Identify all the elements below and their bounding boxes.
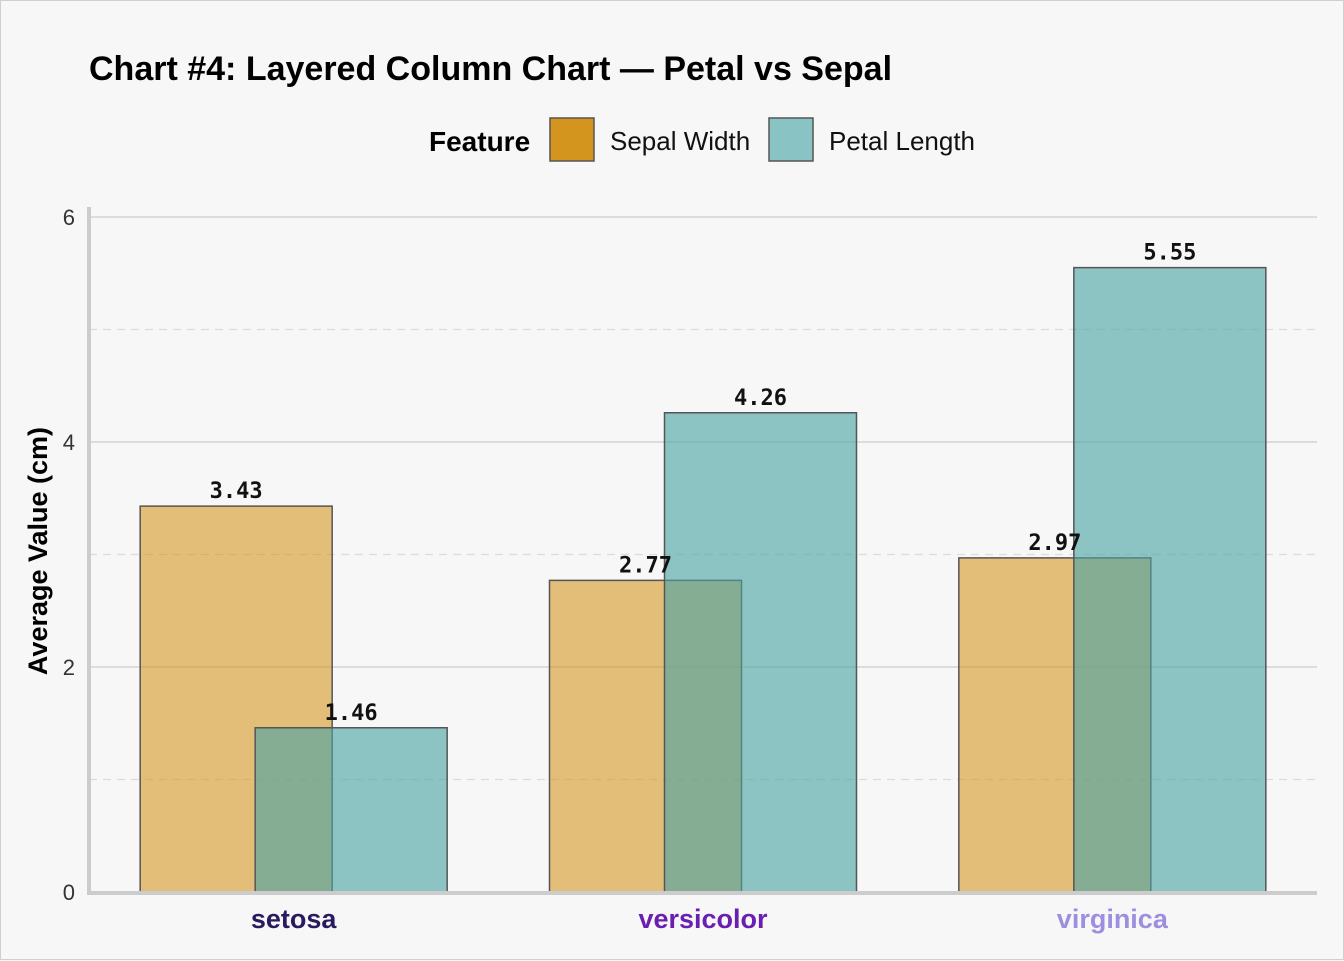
y-tick-label: 2 [63, 655, 75, 680]
legend-label-sepal-width: Sepal Width [610, 126, 750, 156]
legend-swatch-petal-length [768, 117, 814, 162]
data-label: 1.46 [325, 701, 378, 726]
legend-swatch-sepal-width [549, 117, 595, 162]
data-label: 3.43 [210, 479, 263, 504]
x-tick-label-setosa: setosa [251, 904, 338, 934]
data-labels: 3.43 1.46 2.77 4.26 2.97 5.55 [210, 241, 1197, 726]
legend-title: Feature [429, 126, 530, 157]
bars [139, 266, 1267, 893]
data-label: 2.77 [619, 553, 672, 578]
chart-title: Chart #4: Layered Column Chart — Petal v… [89, 50, 892, 88]
legend-label-petal-length: Petal Length [829, 126, 975, 156]
bar-petal-length-virginica [1073, 266, 1267, 893]
y-tick-label: 6 [63, 205, 75, 230]
data-label: 4.26 [734, 386, 787, 411]
y-tick-label: 4 [63, 430, 75, 455]
legend: Feature Sepal Width Petal Length [429, 117, 975, 162]
data-label: 5.55 [1143, 241, 1196, 266]
y-axis-title: Average Value (cm) [23, 427, 53, 675]
data-label: 2.97 [1028, 531, 1081, 556]
x-tick-label-versicolor: versicolor [638, 904, 768, 934]
y-tick-label: 0 [63, 880, 75, 905]
bar-petal-length-versicolor [663, 412, 858, 893]
axes: 0 2 4 6 setosa versicolor virginica [63, 205, 1317, 934]
bar-petal-length-setosa [254, 727, 448, 893]
x-tick-label-virginica: virginica [1057, 904, 1169, 934]
